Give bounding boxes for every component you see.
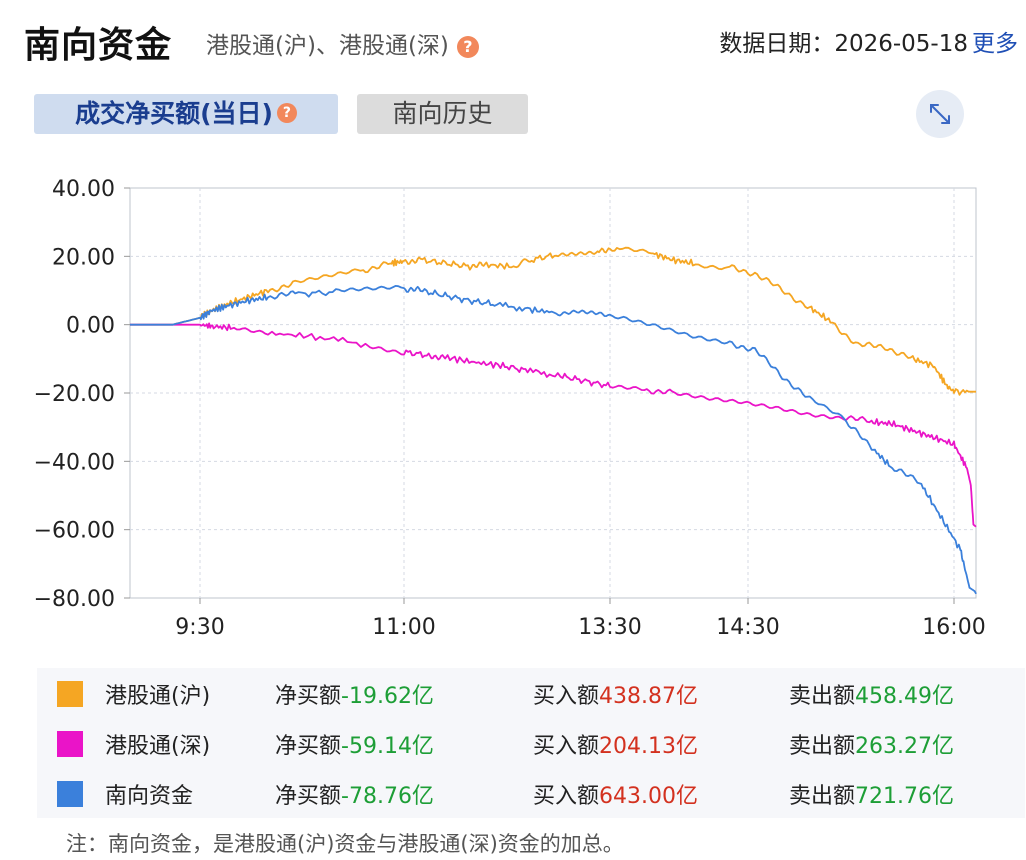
y-tick-label: −60.00 (34, 519, 115, 544)
legend-table: 港股通(沪) 净买额-19.62亿 买入额438.87亿 卖出额458.49亿 … (37, 668, 1025, 818)
swatch-total (57, 781, 83, 807)
net-value: -78.76亿 (341, 784, 434, 809)
data-date: 数据日期：2026-05-18 (719, 31, 968, 57)
legend-row-sz: 港股通(深) 净买额-59.14亿 买入额204.13亿 卖出额263.27亿 (37, 718, 1025, 768)
x-tick-label: 11:00 (372, 615, 435, 640)
series-line (130, 322, 977, 528)
sell-value: 721.76亿 (855, 784, 954, 809)
legend-name: 港股通(沪) (105, 684, 211, 709)
tab-net-buy-today[interactable]: 成交净买额(当日)? (34, 94, 338, 134)
help-icon[interactable]: ? (276, 103, 297, 123)
buy-label: 买入额 (533, 784, 600, 809)
legend-name: 港股通(深) (105, 734, 211, 759)
header: 南向资金 港股通(沪)、港股通(深)? 数据日期：2026-05-18 更多 (24, 14, 1026, 66)
net-value: -19.62亿 (341, 684, 434, 709)
buy-label: 买入额 (533, 684, 600, 709)
help-icon[interactable]: ? (456, 35, 479, 58)
sell-label: 卖出额 (789, 734, 856, 759)
buy-value: 204.13亿 (599, 734, 698, 759)
sell-amount: 卖出额263.27亿 (789, 728, 954, 760)
sell-amount: 卖出额721.76亿 (789, 778, 954, 810)
y-tick-label: −80.00 (34, 587, 115, 612)
sell-value: 263.27亿 (855, 734, 954, 759)
buy-amount: 买入额438.87亿 (533, 678, 698, 710)
x-tick-label: 13:30 (578, 615, 641, 640)
subtitle: 港股通(沪)、港股通(深)? (206, 26, 479, 60)
swatch-sz (57, 731, 83, 757)
net-buy-line-chart: 40.00 20.00 0.00 −20.00 −40.00 −60.00 −80.00 9:… (34, 177, 986, 640)
y-tick-label: 40.00 (52, 177, 115, 202)
series-line (130, 285, 977, 595)
legend-row-sh: 港股通(沪) 净买额-19.62亿 买入额438.87亿 卖出额458.49亿 (37, 668, 1025, 718)
net-label: 净买额 (275, 784, 342, 809)
y-tick-label: −40.00 (34, 450, 115, 475)
swatch-sh (57, 681, 83, 707)
sell-amount: 卖出额458.49亿 (789, 678, 954, 710)
footnote: 注：南向资金，是港股通(沪)资金与港股通(深)资金的加总。 (66, 832, 624, 856)
x-tick-label: 16:00 (922, 615, 985, 640)
tab-history[interactable]: 南向历史 (357, 94, 528, 134)
subtitle-text: 港股通(沪)、港股通(深) (206, 33, 449, 59)
sell-label: 卖出额 (789, 684, 856, 709)
more-link[interactable]: 更多 (972, 31, 1018, 57)
net-label: 净买额 (275, 734, 342, 759)
expand-icon (930, 104, 950, 124)
net-buy: 净买额-78.76亿 (275, 778, 434, 810)
legend-row-total: 南向资金 净买额-78.76亿 买入额643.00亿 卖出额721.76亿 (37, 768, 1025, 818)
y-tick-label: 20.00 (52, 245, 115, 270)
legend-name: 南向资金 (105, 784, 194, 809)
buy-amount: 买入额643.00亿 (533, 778, 698, 810)
buy-value: 643.00亿 (599, 784, 698, 809)
sell-label: 卖出额 (789, 784, 856, 809)
y-tick-label: −20.00 (34, 382, 115, 407)
sell-value: 458.49亿 (855, 684, 954, 709)
buy-label: 买入额 (533, 734, 600, 759)
expand-button[interactable] (916, 90, 964, 138)
buy-amount: 买入额204.13亿 (533, 728, 698, 760)
net-buy: 净买额-59.14亿 (275, 728, 434, 760)
series-line (130, 246, 976, 396)
x-tick-label: 14:30 (716, 615, 779, 640)
tab-label: 成交净买额(当日) (75, 99, 273, 128)
net-label: 净买额 (275, 684, 342, 709)
page-title: 南向资金 (24, 25, 173, 66)
x-tick-label: 9:30 (175, 615, 224, 640)
net-value: -59.14亿 (341, 734, 434, 759)
y-tick-label: 0.00 (66, 314, 115, 339)
buy-value: 438.87亿 (599, 684, 698, 709)
net-buy: 净买额-19.62亿 (275, 678, 434, 710)
